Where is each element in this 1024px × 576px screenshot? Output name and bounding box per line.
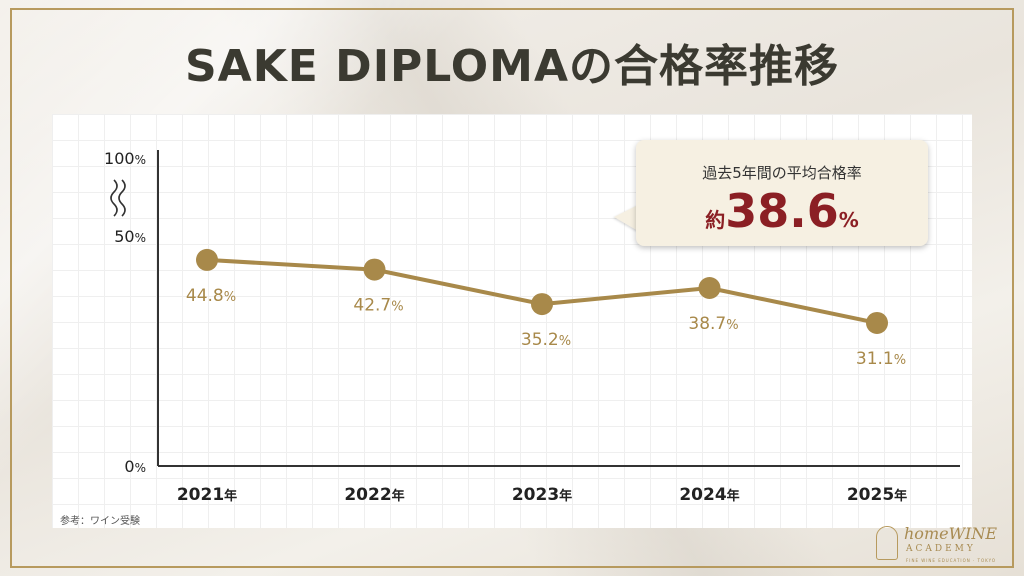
logo-emblem-icon (876, 526, 898, 560)
callout-number: 38.6 (725, 184, 839, 238)
data-point (196, 248, 218, 271)
y-tick-label: 50% (114, 227, 146, 246)
academy-logo: homeWINE ACADEMY FINE WINE EDUCATION · T… (872, 520, 1012, 570)
x-tick-label: 2024年 (679, 485, 739, 505)
callout-value: 約38.6% (636, 186, 928, 247)
source-note: 参考：ワイン受験 (60, 516, 140, 527)
logo-line1: homeWINE (904, 524, 998, 543)
data-label: 35.2% (521, 330, 571, 350)
axis-break-icon (110, 179, 118, 217)
page-title: SAKE DIPLOMAの合格率推移 (184, 41, 840, 92)
data-point (698, 276, 721, 299)
y-tick-label: 100% (104, 149, 146, 168)
data-label: 42.7% (353, 296, 403, 316)
callout-prefix: 約 (705, 208, 726, 232)
axis-break-icon (118, 179, 126, 217)
data-label: 31.1% (856, 349, 906, 369)
logo-line2: ACADEMY (906, 544, 976, 554)
x-tick-label: 2025年 (847, 485, 907, 505)
x-tick-label: 2022年 (344, 485, 404, 505)
data-point (531, 293, 553, 316)
data-label: 44.8% (186, 286, 236, 306)
data-point (363, 258, 386, 281)
data-label: 38.7% (688, 314, 738, 334)
gold-frame (10, 8, 1014, 568)
logo-line3: FINE WINE EDUCATION · TOKYO (906, 558, 996, 563)
x-tick-label: 2023年 (512, 485, 572, 505)
x-tick-label: 2021年 (177, 485, 237, 505)
callout-tail (614, 205, 638, 231)
average-callout: 過去5年間の平均合格率 約38.6% (636, 140, 928, 246)
data-point (866, 311, 888, 334)
callout-unit: % (838, 208, 859, 232)
callout-label: 過去5年間の平均合格率 (702, 164, 862, 182)
y-tick-label: 0% (124, 457, 146, 476)
